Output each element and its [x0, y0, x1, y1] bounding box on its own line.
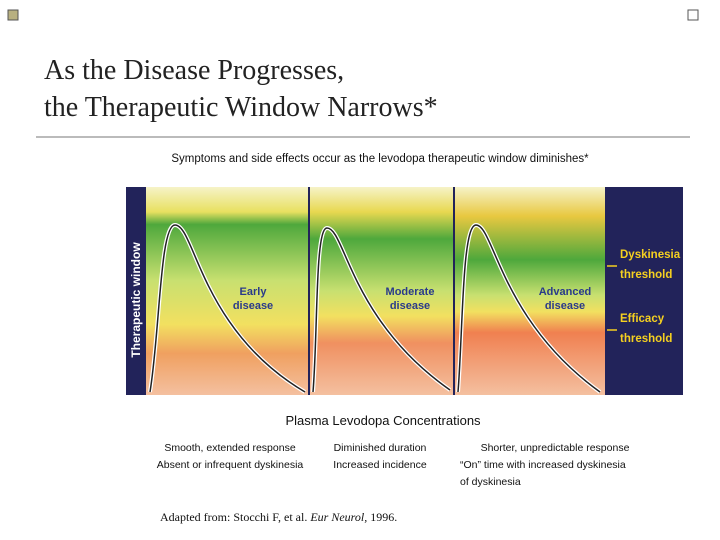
panel-label: disease: [390, 300, 430, 312]
threshold-label: Dyskinesia: [620, 249, 681, 261]
column-text: “On” time with increased dyskinesia: [460, 459, 626, 471]
panel-bg: [310, 187, 453, 395]
panel-label: Advanced: [539, 286, 592, 298]
corner-icon: [7, 9, 19, 21]
citation-journal: Eur Neurol,: [309, 510, 367, 524]
title-line: the Therapeutic Window Narrows*: [44, 92, 438, 123]
panel-label: disease: [545, 300, 585, 312]
column-text: Increased incidence: [333, 459, 427, 471]
citation-text: 1996.: [367, 510, 397, 524]
citation: Adapted from: Stocchi F, et al. Eur Neur…: [160, 510, 397, 524]
threshold-label: threshold: [620, 269, 672, 281]
panel-label: Moderate: [386, 286, 435, 298]
x-axis-label: Plasma Levodopa Concentrations: [285, 413, 481, 428]
citation-text: Adapted from: Stocchi F, et al.: [160, 510, 310, 524]
curve: [149, 224, 306, 393]
y-axis-label: Therapeutic window: [129, 242, 143, 358]
panel-label: Early: [240, 286, 268, 298]
column-text: Diminished duration: [334, 442, 427, 454]
curve: [312, 227, 451, 393]
column-text: Absent or infrequent dyskinesia: [157, 459, 304, 471]
threshold-label: Efficacy: [620, 313, 665, 325]
column-text: Smooth, extended response: [164, 442, 295, 454]
panel-bg: [455, 187, 605, 395]
panel-label: disease: [233, 300, 273, 312]
diagram: Therapeutic window: [126, 187, 683, 395]
curve: [457, 224, 601, 393]
title-line: As the Disease Progresses,: [44, 55, 344, 86]
panel-bg: [146, 187, 308, 395]
subtitle: Symptoms and side effects occur as the l…: [171, 153, 589, 165]
column-text: of dyskinesia: [460, 476, 521, 488]
column-text: Shorter, unpredictable response: [481, 442, 630, 454]
corner-icon: [687, 9, 699, 21]
threshold-label: threshold: [620, 333, 672, 345]
